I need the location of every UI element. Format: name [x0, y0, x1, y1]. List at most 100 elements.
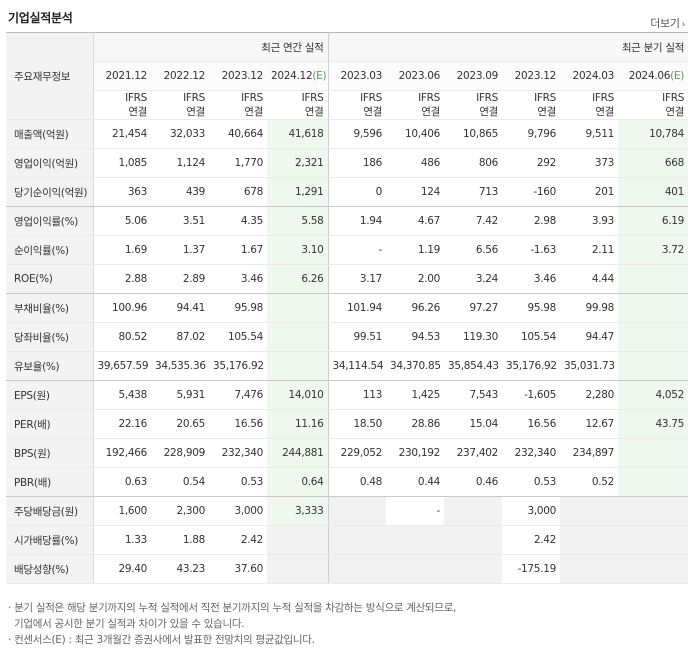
table-cell	[618, 554, 689, 584]
table-cell: 100.96	[93, 293, 151, 323]
table-cell	[560, 525, 618, 555]
table-cell: -	[328, 235, 386, 265]
table-cell: 229,052	[328, 438, 386, 468]
table-cell: 34,370.85	[386, 351, 444, 381]
basis-header: IFRS 연결	[267, 90, 329, 120]
more-label: 더보기	[650, 17, 680, 30]
basis-standard: IFRS	[360, 92, 382, 104]
table-row: 시가배당률(%) 1.33 1.88 2.42 2.42	[6, 525, 689, 555]
table-cell: 201	[560, 177, 618, 207]
table-cell: 234,897	[560, 438, 618, 468]
table-cell: 668	[618, 148, 689, 178]
table-cell: 5.58	[267, 206, 329, 236]
footnotes: · 분기 실적은 해당 분기까지의 누적 실적에서 직전 분기까지의 누적 실적…	[8, 600, 456, 648]
table-cell: 2.88	[93, 264, 151, 294]
table-cell: 41,618	[267, 119, 329, 149]
financial-table: 주요재무정보 최근 연간 실적 최근 분기 실적 2021.12 2022.12 2…	[6, 32, 689, 584]
table-cell: 2.98	[502, 206, 560, 236]
table-cell: 10,406	[386, 119, 444, 149]
table-cell: 28.86	[386, 409, 444, 439]
table-cell	[328, 496, 386, 526]
table-cell: 20.65	[151, 409, 209, 439]
table-row: ROE(%) 2.88 2.89 3.46 6.26 3.17 2.00 3.24 3.46 4.…	[6, 264, 689, 294]
table-cell: 1,600	[93, 496, 151, 526]
table-cell: 2,300	[151, 496, 209, 526]
basis-header: IFRS 연결	[151, 90, 209, 120]
table-cell	[560, 496, 618, 526]
table-cell: 439	[151, 177, 209, 207]
table-cell: 21,454	[93, 119, 151, 149]
table-cell: 3.51	[151, 206, 209, 236]
period-header: 2024.03	[560, 61, 618, 91]
table-cell: 101.94	[328, 293, 386, 323]
more-link[interactable]: 더보기 ›	[650, 15, 685, 31]
table-cell: 40,664	[209, 119, 267, 149]
table-row: PER(배) 22.16 20.65 16.56 11.16 18.50 28.86 15.0…	[6, 409, 689, 439]
period-header: 2021.12	[93, 61, 151, 91]
table-cell: 2,321	[267, 148, 329, 178]
table-cell: 14,010	[267, 380, 329, 410]
table-cell: 10,784	[618, 119, 689, 149]
row-label: 순이익률(%)	[6, 235, 94, 265]
basis-standard: IFRS	[534, 92, 556, 104]
table-cell: 3.24	[444, 264, 502, 294]
table-cell: 9,511	[560, 119, 618, 149]
table-cell: 232,340	[502, 438, 560, 468]
table-cell: -160	[502, 177, 560, 207]
period-header: 2023.06	[386, 61, 444, 91]
table-cell: 3,000	[502, 496, 560, 526]
table-cell	[328, 554, 386, 584]
table-cell: 6.56	[444, 235, 502, 265]
basis-consolidation: 연결	[186, 106, 205, 118]
table-cell: 32,033	[151, 119, 209, 149]
row-label: 당기순이익(억원)	[6, 177, 94, 207]
period-header: 2022.12	[151, 61, 209, 91]
basis-header: IFRS 연결	[328, 90, 386, 120]
table-cell: 99.51	[328, 322, 386, 352]
table-cell: 0.64	[267, 467, 329, 497]
row-label: 부채비율(%)	[6, 293, 94, 323]
row-label: BPS(원)	[6, 438, 94, 468]
table-cell	[267, 293, 329, 323]
row-label: 영업이익률(%)	[6, 206, 94, 236]
table-cell: 35,176.92	[209, 351, 267, 381]
table-cell: 363	[93, 177, 151, 207]
table-cell: 5,931	[151, 380, 209, 410]
row-label: 유보율(%)	[6, 351, 94, 381]
table-cell	[560, 554, 618, 584]
row-label: ROE(%)	[6, 264, 94, 294]
table-cell: 95.98	[502, 293, 560, 323]
basis-consolidation: 연결	[479, 106, 498, 118]
table-cell: 105.54	[209, 322, 267, 352]
table-cell: 0.54	[151, 467, 209, 497]
table-cell: 11.16	[267, 409, 329, 439]
table-row: 영업이익(억원) 1,085 1,124 1,770 2,321 186 486 806 292…	[6, 148, 689, 178]
table-cell: 0	[328, 177, 386, 207]
table-cell	[328, 525, 386, 555]
row-label: EPS(원)	[6, 380, 94, 410]
table-cell: 1,085	[93, 148, 151, 178]
table-cell: 401	[618, 177, 689, 207]
basis-consolidation: 연결	[665, 106, 685, 118]
period-header: 2023.09	[444, 61, 502, 91]
row-header-label: 주요재무정보	[6, 32, 94, 120]
table-cell: 4.35	[209, 206, 267, 236]
table-cell	[618, 467, 689, 497]
footnote: 기업에서 공시한 분기 실적과 차이가 있을 수 있습니다.	[14, 618, 245, 630]
basis-header: IFRS 연결	[209, 90, 267, 120]
basis-standard: IFRS	[183, 92, 205, 104]
table-cell: 94.53	[386, 322, 444, 352]
table-cell	[618, 293, 689, 323]
table-cell: 1,770	[209, 148, 267, 178]
table-cell: 1.94	[328, 206, 386, 236]
table-cell: 9,796	[502, 119, 560, 149]
table-cell: 35,176.92	[502, 351, 560, 381]
group-quarter-header: 최근 분기 실적	[328, 32, 689, 62]
table-cell: 5.06	[93, 206, 151, 236]
footnote: · 분기 실적은 해당 분기까지의 누적 실적에서 직전 분기까지의 누적 실적…	[8, 602, 457, 614]
table-cell: -1,605	[502, 380, 560, 410]
table-cell: -175.19	[502, 554, 560, 584]
basis-consolidation: 연결	[244, 106, 263, 118]
table-cell: 1,291	[267, 177, 329, 207]
table-cell: 35,031.73	[560, 351, 618, 381]
